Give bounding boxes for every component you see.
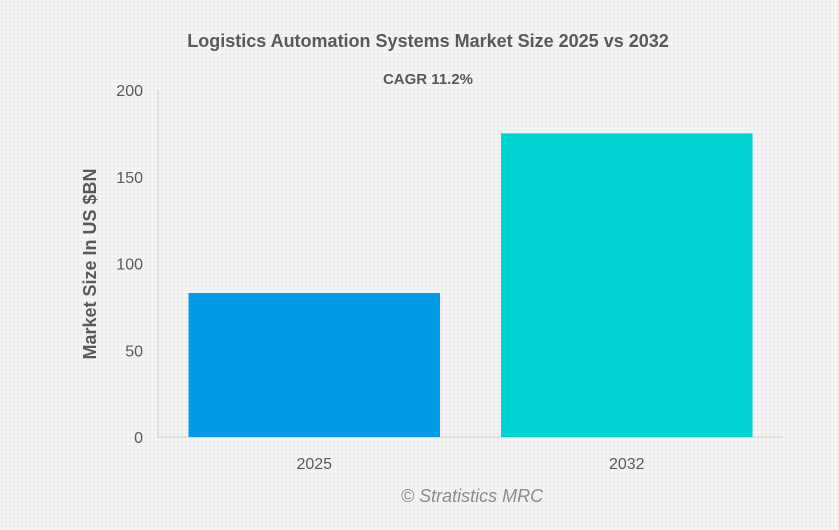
y-tick-label: 50 — [125, 343, 143, 360]
y-tick-label: 200 — [116, 83, 143, 100]
chart-title: Logistics Automation Systems Market Size… — [187, 31, 669, 51]
bar-2025 — [188, 292, 441, 437]
y-tick-label: 100 — [116, 257, 143, 274]
source-credit: © Stratistics MRC — [401, 486, 544, 506]
chart-subtitle: CAGR 11.2% — [383, 71, 473, 88]
y-axis-label: Market Size In US $BN — [80, 168, 100, 359]
y-tick-label: 0 — [134, 430, 143, 447]
y-tick-labels: 0 50 100 150 200 — [116, 83, 143, 447]
x-tick-label: 2025 — [296, 456, 332, 473]
x-tick-labels: 2025 2032 — [296, 456, 644, 473]
x-tick-label: 2032 — [609, 456, 645, 473]
bar-2032 — [500, 133, 753, 437]
bars — [188, 133, 753, 437]
y-tick-label: 150 — [116, 170, 143, 187]
